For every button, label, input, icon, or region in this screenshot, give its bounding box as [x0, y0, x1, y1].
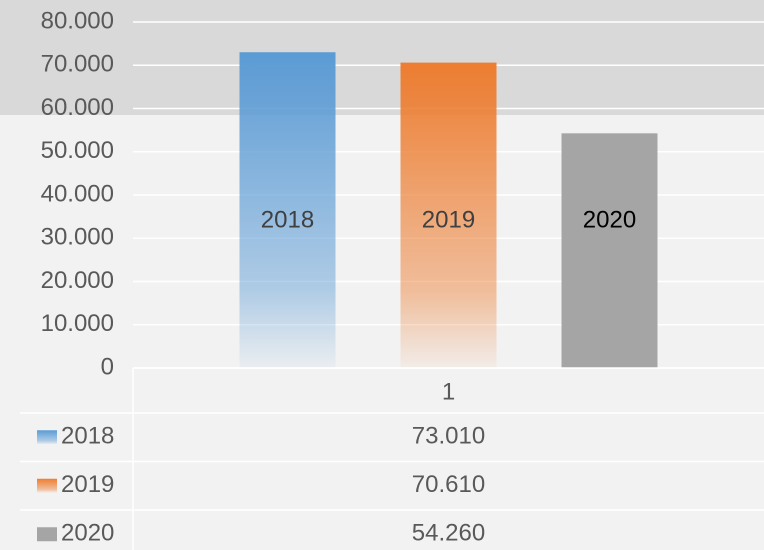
y-tick-label: 30.000 — [41, 224, 114, 251]
x-tick-label: 1 — [442, 378, 455, 405]
legend-key — [37, 430, 57, 445]
table-value: 73.010 — [412, 423, 485, 450]
bar-label: 2020 — [583, 206, 636, 233]
background-band — [0, 0, 764, 115]
legend-label: 2020 — [61, 520, 114, 547]
bar-label: 2019 — [422, 206, 475, 233]
legend-key — [37, 527, 57, 542]
y-tick-label: 60.000 — [41, 94, 114, 121]
legend-key — [37, 478, 57, 493]
bar — [400, 62, 497, 368]
y-tick-label: 0 — [101, 353, 114, 380]
y-tick-label: 70.000 — [41, 51, 114, 78]
legend-label: 2019 — [61, 471, 114, 498]
bar — [561, 133, 658, 368]
y-tick-label: 50.000 — [41, 137, 114, 164]
table-value: 54.260 — [412, 520, 485, 547]
y-tick-label: 80.000 — [41, 7, 114, 34]
y-tick-label: 40.000 — [41, 180, 114, 207]
y-tick-label: 10.000 — [41, 310, 114, 337]
table-value: 70.610 — [412, 471, 485, 498]
bar-label: 2018 — [261, 206, 314, 233]
bar — [239, 52, 336, 368]
legend-label: 2018 — [61, 423, 114, 450]
y-tick-label: 20.000 — [41, 267, 114, 294]
